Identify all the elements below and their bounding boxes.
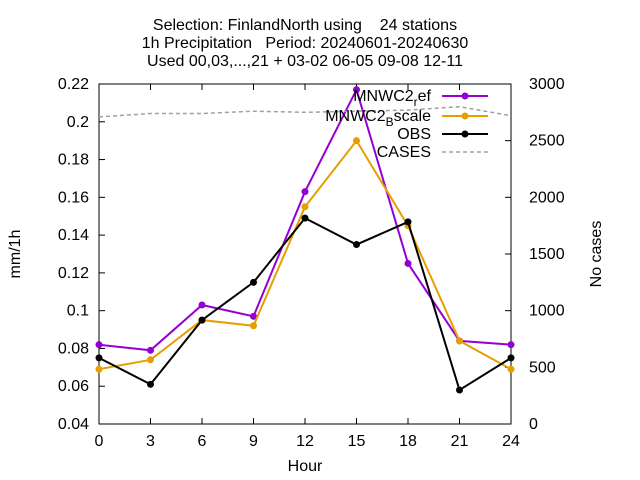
y2-tick-label: 1500 [529,246,565,263]
legend-label-subscript: B [386,115,394,129]
legend-label-obs: OBS [397,126,431,143]
x-tick-label: 6 [198,433,207,450]
data-point-mnwc2-ref [301,188,309,196]
y2-tick-label: 2000 [529,189,565,206]
data-point-obs [95,354,103,362]
legend-label-main: OBS [397,126,431,143]
y-tick-label: 0.2 [67,114,89,131]
y2-axis: 0 500 1000 1500 2000 2500 3000 [505,76,565,433]
series-layer [95,86,515,394]
series-line-cases [98,105,512,118]
legend-label-cases: CASES [377,144,431,161]
data-point-obs [507,354,515,362]
legend-label-mnwc2-ref: MNWC2ref [353,88,431,109]
data-point-obs [301,214,309,222]
x-tick-label: 0 [95,433,104,450]
legend-label-main: CASES [377,144,431,161]
y-tick-label: 0.12 [58,265,89,282]
data-point-mnwc2-bscale [250,322,257,330]
data-point-mnwc2-bscale [507,365,515,373]
chart-title-line-3: Used 00,03,...,21 + 03-02 06-05 09-08 12… [147,53,463,70]
y-tick-label: 0.18 [58,152,89,169]
data-point-obs [198,316,206,324]
series-line-mnwc2-bscale [98,138,512,371]
x-tick-label: 24 [502,433,520,450]
y-tick-label: 0.1 [67,303,89,320]
data-point-mnwc2-ref [250,312,257,320]
data-point-mnwc2-ref [404,259,412,267]
y2-tick-label: 1000 [529,303,565,320]
chart-title-line-1: Selection: FinlandNorth using 24 station… [153,17,457,34]
data-point-mnwc2-ref [95,341,103,349]
y-tick-label: 0.06 [58,378,89,395]
data-point-mnwc2-bscale [301,203,309,211]
legend-label-main: MNWC2 [353,88,414,105]
x-tick-label: 21 [451,433,469,450]
legend-label-tail: ef [418,88,432,105]
y-tick-label: 0.22 [58,76,89,93]
legend-label-mnwc2-bscale: MNWC2Bscale [325,108,431,129]
data-point-mnwc2-bscale [147,356,154,364]
x-tick-label: 12 [296,433,314,450]
legend-label-tail: scale [394,108,431,125]
y-tick-label: 0.08 [58,340,89,357]
y-axis-label: mm/1h [7,230,24,279]
x-tick-label: 18 [399,433,417,450]
legend-marker [461,130,469,138]
legend-marker [461,112,469,120]
data-point-mnwc2-bscale [353,137,360,145]
data-point-obs [147,380,154,388]
data-point-mnwc2-ref [147,346,154,354]
data-point-mnwc2-ref [507,341,515,349]
data-point-obs [404,218,412,226]
x-tick-label: 15 [348,433,366,450]
x-tick-label: 3 [146,433,155,450]
data-point-obs [353,241,360,249]
y2-tick-label: 3000 [529,76,565,93]
y-axis: 0.04 0.06 0.08 0.1 0.12 0.14 0.16 0.18 0.2 0.22 [58,76,105,433]
legend-label-subscript: r [414,95,418,109]
series-line-obs [98,216,512,392]
y-tick-label: 0.14 [58,227,89,244]
data-point-obs [456,386,463,394]
data-point-mnwc2-bscale [95,365,103,373]
data-point-mnwc2-bscale [456,337,463,345]
x-tick-label: 9 [249,433,258,450]
data-point-mnwc2-ref [198,301,206,309]
legend-marker [461,92,469,100]
y2-tick-label: 0 [529,416,538,433]
y-tick-label: 0.04 [58,416,89,433]
x-axis-label: Hour [288,458,323,475]
data-point-obs [250,278,257,286]
chart-title-line-2: 1h Precipitation Period: 20240601-202406… [142,35,469,52]
y2-tick-label: 2500 [529,133,565,150]
y-tick-label: 0.16 [58,189,89,206]
y2-axis-label: No cases [588,221,605,288]
x-axis: 0 3 6 9 12 15 18 21 24 [95,84,520,450]
legend-label-main: MNWC2 [325,108,386,125]
y2-tick-label: 500 [529,359,556,376]
data-point-mnwc2-ref [353,86,360,94]
